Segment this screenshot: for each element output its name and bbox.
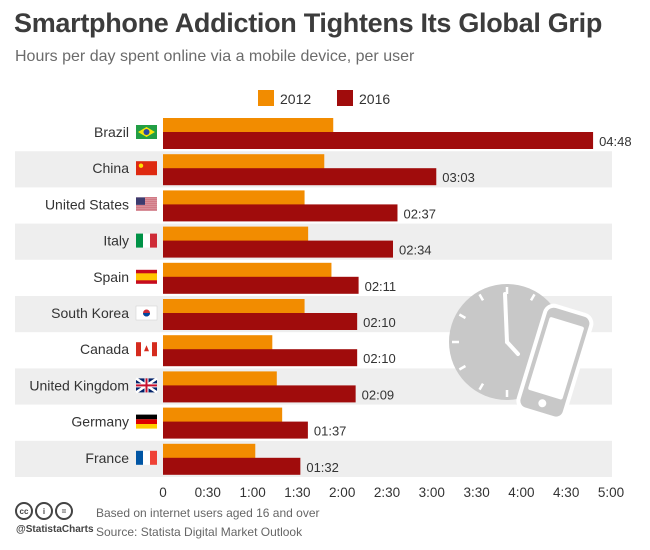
bar-2016 [163, 204, 398, 222]
legend-swatch-2016 [337, 90, 353, 106]
clock-tick [529, 293, 536, 302]
france-flag-icon [136, 450, 157, 465]
germany-flag-icon [136, 414, 157, 429]
bar-2016 [163, 385, 356, 403]
source-note: Source: Statista Digital Market Outlook [96, 525, 303, 539]
category-label: United States [45, 196, 129, 212]
creative-commons-icon: cc [15, 502, 33, 520]
canada-flag-icon [136, 342, 157, 357]
chart-subtitle: Hours per day spent online via a mobile … [15, 48, 415, 65]
category-label: United Kingdom [29, 377, 129, 393]
bar-2016 [163, 132, 594, 149]
x-tick-label: 0 [159, 485, 167, 500]
data-label-2016: 01:32 [306, 460, 339, 475]
bar-2016 [163, 168, 437, 186]
category-label: Germany [71, 414, 129, 430]
clock-tick [478, 382, 485, 391]
phone-screen [528, 317, 584, 400]
usa-flag-icon [136, 197, 157, 211]
data-label-2016: 04:48 [599, 134, 632, 149]
clock-tick [458, 313, 467, 320]
x-tick-label: 1:00 [239, 485, 265, 500]
bar-2016 [163, 349, 358, 367]
data-label-2016: 03:03 [442, 170, 475, 185]
legend-label-2012: 2012 [280, 91, 311, 107]
license-icons: cc i = [15, 502, 73, 520]
x-tick-label: 2:30 [374, 485, 400, 500]
bar-2012 [163, 299, 305, 315]
bar-2016 [163, 457, 301, 475]
data-label-2016: 01:37 [314, 424, 347, 439]
clock-hand-hour [505, 340, 520, 356]
bar-2016 [163, 276, 359, 294]
category-label: Italy [103, 233, 129, 249]
bar-2012 [163, 226, 309, 243]
x-tick-label: 3:00 [419, 485, 445, 500]
data-label-2016: 02:37 [403, 206, 436, 221]
data-label-2016: 02:09 [362, 387, 395, 402]
data-label-2016: 02:10 [363, 315, 396, 330]
x-tick-label: 3:30 [463, 485, 489, 500]
brand-handle: @StatistaCharts [16, 524, 94, 535]
x-tick-label: 4:30 [553, 485, 579, 500]
category-label: China [92, 160, 129, 176]
legend-swatch-2012 [258, 90, 274, 106]
brazil-flag-icon [136, 125, 157, 139]
attribution-icon: i [35, 502, 53, 520]
category-label: Spain [93, 269, 129, 285]
chart-title: Smartphone Addiction Tightens Its Global… [14, 8, 603, 38]
bar-2012 [163, 371, 277, 388]
row-band [15, 440, 612, 477]
uk-flag-icon [135, 377, 158, 394]
category-label: Brazil [94, 124, 129, 140]
bar-2012 [163, 118, 334, 134]
bar-2016 [163, 313, 358, 330]
bar-2016 [163, 421, 308, 439]
category-label: France [85, 450, 129, 466]
bar-2012 [163, 407, 283, 424]
bar-2016 [163, 240, 394, 258]
bar-2012 [163, 335, 273, 352]
data-label-2016: 02:11 [365, 279, 397, 294]
bar-2012 [163, 262, 332, 279]
bar-2012 [163, 190, 305, 207]
bar-chart: 2012 2016 Brazil 04:48 China 03:03 United Stat… [15, 90, 632, 500]
no-derivatives-icon: = [55, 502, 73, 520]
china-flag-icon [136, 161, 157, 176]
x-tick-label: 0:30 [195, 485, 221, 500]
x-tick-label: 4:00 [508, 485, 534, 500]
clock-hand-minute [503, 292, 509, 344]
clock-tick [478, 293, 485, 302]
data-label-2016: 02:34 [399, 243, 432, 258]
x-tick-label: 2:00 [329, 485, 355, 500]
bar-2012 [163, 154, 325, 171]
spain-flag-icon [136, 269, 157, 284]
category-label: South Korea [51, 305, 129, 321]
legend-label-2016: 2016 [359, 91, 390, 107]
bar-2012 [163, 443, 256, 460]
x-tick-label: 1:30 [284, 485, 310, 500]
smartphone-icon [516, 303, 594, 421]
footnote: Based on internet users aged 16 and over [96, 506, 320, 520]
category-label: Canada [80, 341, 129, 357]
phone-home-button [538, 399, 547, 408]
x-tick-label: 5:00 [598, 485, 624, 500]
italy-flag-icon [136, 233, 157, 248]
south-korea-flag-icon [135, 305, 158, 321]
data-label-2016: 02:10 [363, 351, 396, 366]
clock-tick [458, 364, 467, 371]
